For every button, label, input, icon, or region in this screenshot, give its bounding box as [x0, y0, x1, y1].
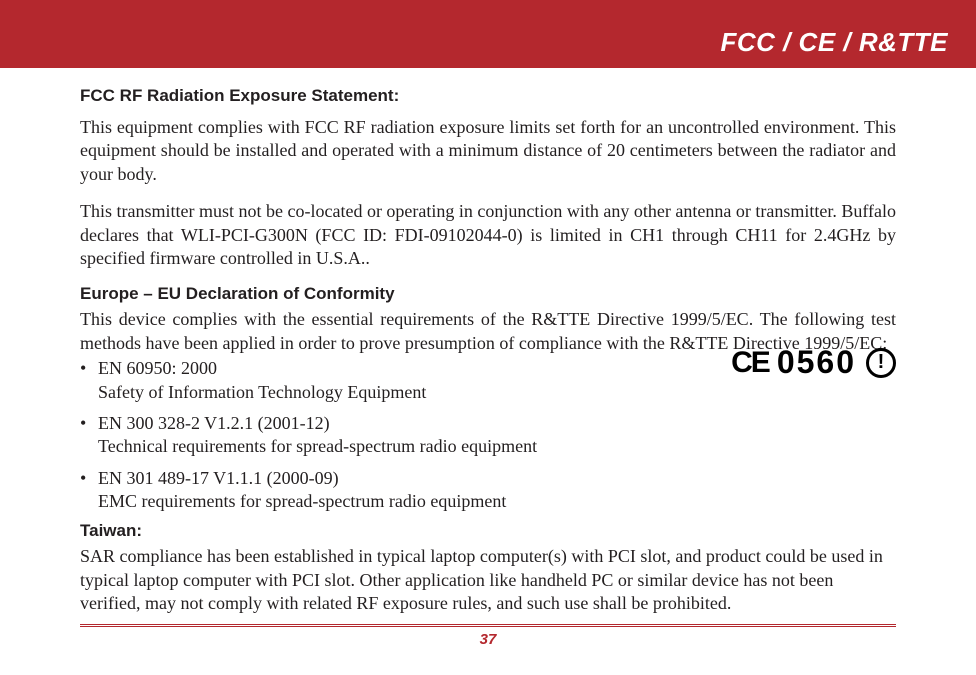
page-title: FCC / CE / R&TTE — [720, 27, 948, 58]
list-item: EN 301 489-17 V1.1.1 (2000-09) EMC requi… — [80, 467, 896, 514]
eu-heading: Europe – EU Declaration of Conformity — [80, 284, 896, 304]
footer-rule — [80, 624, 896, 627]
footer-line-left — [80, 624, 896, 627]
standard-desc: EMC requirements for spread-spectrum rad… — [98, 491, 506, 511]
list-item: EN 300 328-2 V1.2.1 (2001-12) Technical … — [80, 412, 896, 459]
standard-desc: Technical requirements for spread-spectr… — [98, 436, 537, 456]
warning-icon: ! — [866, 348, 896, 378]
page-number: 37 — [0, 631, 976, 648]
fcc-heading: FCC RF Radiation Exposure Statement: — [80, 86, 896, 106]
taiwan-heading: Taiwan: — [80, 521, 896, 541]
standard-code: EN 301 489-17 V1.1.1 (2000-09) — [98, 468, 339, 488]
ce-mark-block: C E 0560 ! — [731, 344, 896, 381]
standard-desc: Safety of Information Technology Equipme… — [98, 382, 426, 402]
fcc-paragraph-1: This equipment complies with FCC RF radi… — [80, 116, 896, 186]
taiwan-paragraph: SAR compliance has been established in t… — [80, 545, 896, 615]
standard-code: EN 300 328-2 V1.2.1 (2001-12) — [98, 413, 330, 433]
ce-logo: C E — [731, 346, 767, 380]
header-bar: FCC / CE / R&TTE — [0, 0, 976, 68]
ce-number: 0560 — [777, 344, 856, 381]
fcc-paragraph-2: This transmitter must not be co-located … — [80, 200, 896, 270]
content-area: FCC RF Radiation Exposure Statement: Thi… — [0, 68, 976, 616]
standard-code: EN 60950: 2000 — [98, 358, 217, 378]
